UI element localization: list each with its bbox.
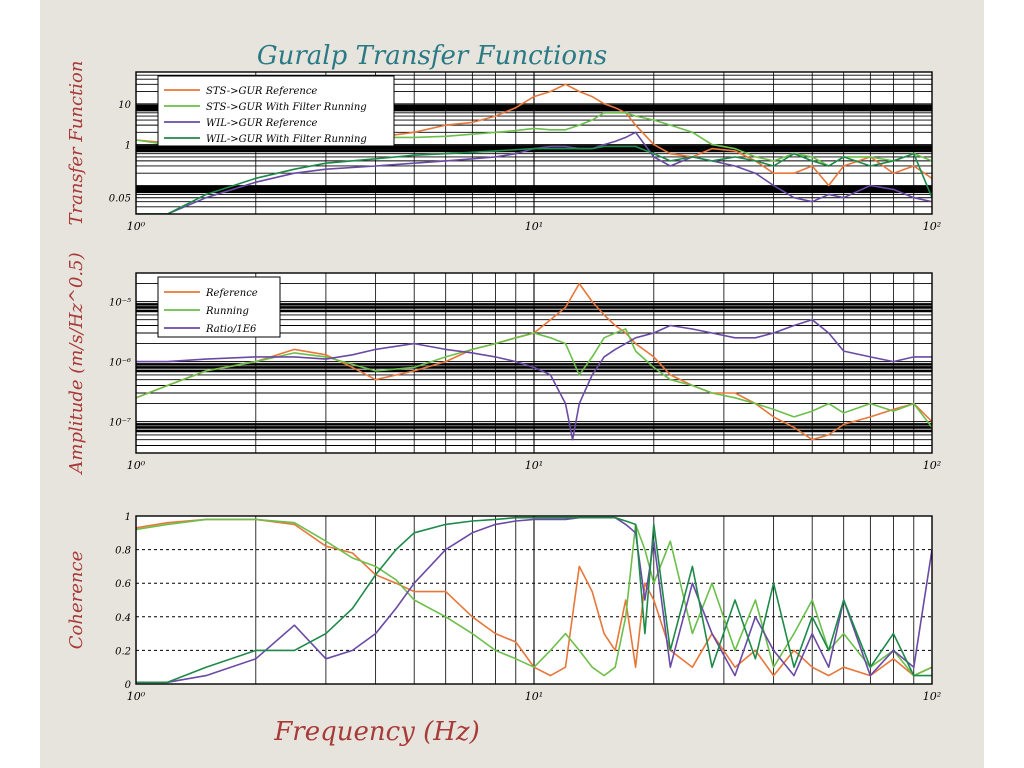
x-tick-label: 10¹ — [525, 690, 543, 703]
x-grid — [136, 273, 915, 453]
y-tick-label: 0 — [125, 680, 132, 691]
x-tick-label: 10⁰ — [127, 690, 146, 703]
panel-1: 10⁰ 10¹ 10² 10 1 0.05 Transfer Function STS->GU… — [66, 61, 941, 234]
panel-2: 10⁰ 10¹ 10² 10⁻⁵ 10⁻⁶ 10⁻⁷ Amplitude (m/s/Hz^0… — [66, 252, 941, 475]
x-tick-label: 10¹ — [525, 220, 543, 233]
x-tick-label: 10² — [923, 220, 941, 233]
y-tick-label: 0.4 — [115, 613, 131, 624]
series-line-1 — [136, 282, 932, 441]
plot-frame — [135, 515, 933, 685]
y-tick-label: 10 — [118, 100, 131, 111]
series-line-3 — [136, 131, 932, 214]
series-group — [136, 516, 932, 684]
y-tick-label: 1 — [125, 512, 131, 523]
series-line-2 — [136, 518, 932, 677]
x-axis-label: Frequency (Hz) — [273, 717, 480, 747]
legend-label: Ratio/1E6 — [205, 324, 257, 335]
y-tick-label: 10⁻⁶ — [109, 358, 131, 369]
x-tick-label: 10¹ — [525, 459, 543, 472]
legend-box — [157, 75, 395, 147]
legend: STS->GUR Reference STS->GUR With Filter R… — [157, 75, 395, 147]
legend-label: Running — [205, 306, 249, 317]
x-tick-label: 10⁰ — [127, 459, 146, 472]
series-line-2 — [136, 328, 932, 428]
y-tick-label: 1 — [125, 141, 131, 152]
legend-label: Reference — [205, 288, 258, 299]
legend-box — [157, 276, 281, 338]
panel-3: 10⁰ 10¹ 10² 0 0.2 0.4 0.6 0.8 1 Coherence — [66, 512, 941, 703]
y-axis-label: Transfer Function — [66, 61, 87, 226]
series-line-3 — [136, 318, 932, 441]
y-tick-label: 0.2 — [115, 646, 131, 657]
figure-title: Guralp Transfer Functions — [257, 41, 607, 71]
y-axis-label: Coherence — [66, 551, 87, 649]
x-tick-label: 10² — [923, 690, 941, 703]
x-tick-label: 10² — [923, 459, 941, 472]
series-group — [136, 282, 932, 441]
y-tick-label: 0.05 — [109, 194, 131, 205]
y-tick-label: 0.6 — [115, 579, 132, 590]
x-tick-label: 10⁰ — [127, 220, 146, 233]
series-line-4 — [136, 516, 932, 684]
legend-label: STS->GUR With Filter Running — [206, 102, 367, 113]
y-grid — [136, 72, 932, 214]
y-tick-label: 10⁻⁵ — [109, 298, 131, 309]
plot-frame — [135, 71, 933, 215]
legend: Reference Running Ratio/1E6 — [157, 276, 281, 338]
y-axis-label: Amplitude (m/s/Hz^0.5) — [66, 252, 87, 475]
figure-panel: Guralp Transfer Functions Frequency (Hz) 1… — [40, 0, 984, 768]
legend-label: STS->GUR Reference — [206, 86, 317, 97]
figure-svg: Guralp Transfer Functions Frequency (Hz) 1… — [66, 41, 941, 747]
y-tick-label: 10⁻⁷ — [109, 418, 131, 429]
plot-frame — [135, 272, 933, 454]
legend-label: WIL->GUR With Filter Running — [206, 134, 367, 145]
y-tick-label: 0.8 — [115, 546, 131, 557]
legend-label: WIL->GUR Reference — [206, 118, 318, 129]
series-line-4 — [136, 145, 932, 214]
